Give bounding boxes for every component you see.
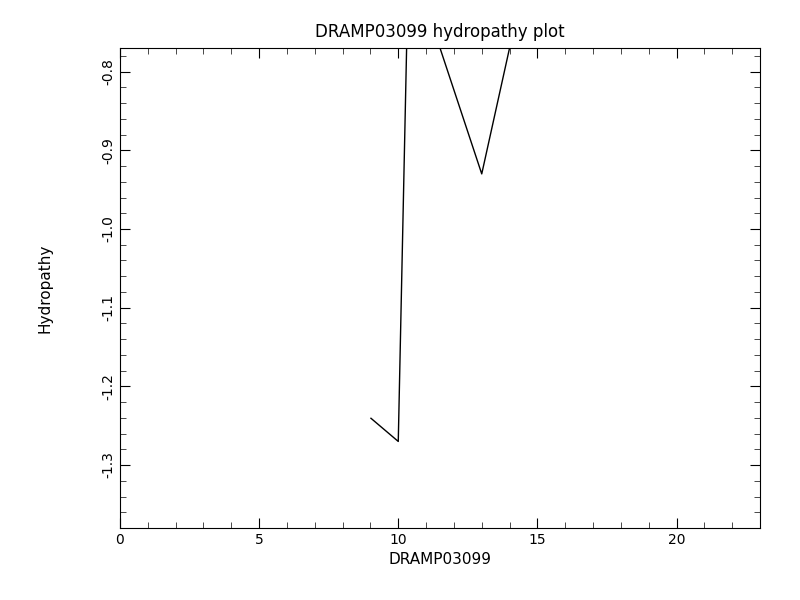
Title: DRAMP03099 hydropathy plot: DRAMP03099 hydropathy plot	[315, 23, 565, 41]
Y-axis label: Hydropathy: Hydropathy	[38, 244, 53, 332]
X-axis label: DRAMP03099: DRAMP03099	[389, 553, 491, 568]
